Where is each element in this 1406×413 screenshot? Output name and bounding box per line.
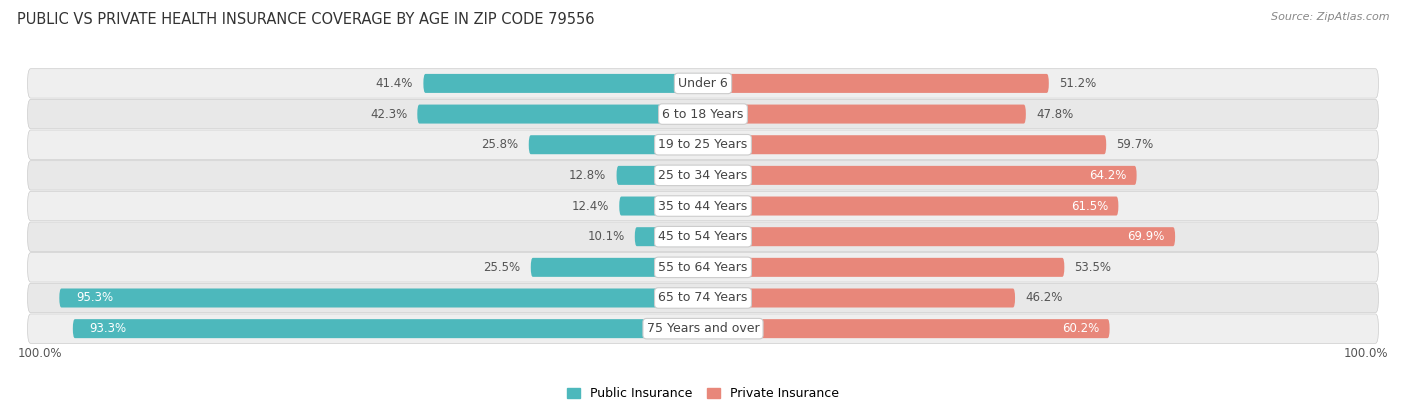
FancyBboxPatch shape [703, 104, 1026, 123]
Text: 12.8%: 12.8% [569, 169, 606, 182]
Text: 69.9%: 69.9% [1128, 230, 1166, 243]
FancyBboxPatch shape [28, 161, 1378, 190]
FancyBboxPatch shape [703, 166, 1136, 185]
Text: 51.2%: 51.2% [1059, 77, 1097, 90]
Text: 41.4%: 41.4% [375, 77, 413, 90]
FancyBboxPatch shape [28, 100, 1378, 129]
FancyBboxPatch shape [73, 319, 703, 338]
FancyBboxPatch shape [703, 319, 1109, 338]
FancyBboxPatch shape [703, 258, 1064, 277]
Text: 100.0%: 100.0% [1344, 347, 1389, 360]
FancyBboxPatch shape [28, 130, 1378, 159]
Text: PUBLIC VS PRIVATE HEALTH INSURANCE COVERAGE BY AGE IN ZIP CODE 79556: PUBLIC VS PRIVATE HEALTH INSURANCE COVER… [17, 12, 595, 27]
FancyBboxPatch shape [619, 197, 703, 216]
FancyBboxPatch shape [418, 104, 703, 123]
Text: 75 Years and over: 75 Years and over [647, 322, 759, 335]
Text: 53.5%: 53.5% [1074, 261, 1112, 274]
FancyBboxPatch shape [703, 135, 1107, 154]
Text: 61.5%: 61.5% [1071, 199, 1108, 213]
Text: 65 to 74 Years: 65 to 74 Years [658, 292, 748, 304]
Text: 60.2%: 60.2% [1062, 322, 1099, 335]
Text: 25 to 34 Years: 25 to 34 Years [658, 169, 748, 182]
Text: 35 to 44 Years: 35 to 44 Years [658, 199, 748, 213]
FancyBboxPatch shape [28, 69, 1378, 98]
FancyBboxPatch shape [28, 253, 1378, 282]
FancyBboxPatch shape [617, 166, 703, 185]
Text: 93.3%: 93.3% [90, 322, 127, 335]
Text: 95.3%: 95.3% [76, 292, 114, 304]
FancyBboxPatch shape [634, 227, 703, 246]
FancyBboxPatch shape [59, 289, 703, 308]
FancyBboxPatch shape [703, 74, 1049, 93]
FancyBboxPatch shape [28, 314, 1378, 343]
FancyBboxPatch shape [703, 227, 1175, 246]
FancyBboxPatch shape [531, 258, 703, 277]
Text: 6 to 18 Years: 6 to 18 Years [662, 107, 744, 121]
Text: 42.3%: 42.3% [370, 107, 408, 121]
FancyBboxPatch shape [423, 74, 703, 93]
FancyBboxPatch shape [529, 135, 703, 154]
Text: 10.1%: 10.1% [588, 230, 624, 243]
Text: 12.4%: 12.4% [572, 199, 609, 213]
Text: 25.8%: 25.8% [481, 138, 519, 151]
Legend: Public Insurance, Private Insurance: Public Insurance, Private Insurance [564, 383, 842, 404]
Text: 59.7%: 59.7% [1116, 138, 1153, 151]
Text: Source: ZipAtlas.com: Source: ZipAtlas.com [1271, 12, 1389, 22]
Text: 55 to 64 Years: 55 to 64 Years [658, 261, 748, 274]
FancyBboxPatch shape [703, 289, 1015, 308]
Text: 19 to 25 Years: 19 to 25 Years [658, 138, 748, 151]
Text: Under 6: Under 6 [678, 77, 728, 90]
FancyBboxPatch shape [28, 222, 1378, 252]
Text: 25.5%: 25.5% [484, 261, 520, 274]
Text: 46.2%: 46.2% [1025, 292, 1063, 304]
Text: 64.2%: 64.2% [1090, 169, 1126, 182]
FancyBboxPatch shape [28, 283, 1378, 313]
Text: 45 to 54 Years: 45 to 54 Years [658, 230, 748, 243]
FancyBboxPatch shape [28, 191, 1378, 221]
Text: 100.0%: 100.0% [17, 347, 62, 360]
FancyBboxPatch shape [703, 197, 1118, 216]
Text: 47.8%: 47.8% [1036, 107, 1073, 121]
